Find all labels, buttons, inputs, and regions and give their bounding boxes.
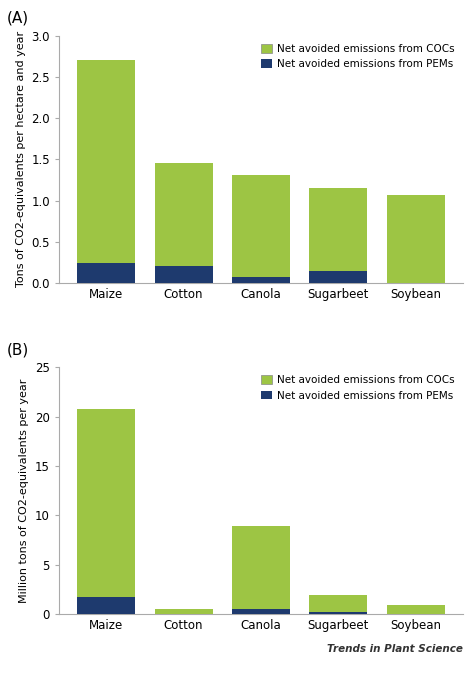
Bar xyxy=(155,265,212,283)
Text: (B): (B) xyxy=(6,342,28,357)
Bar xyxy=(232,175,290,278)
Legend: Net avoided emissions from COCs, Net avoided emissions from PEMs: Net avoided emissions from COCs, Net avo… xyxy=(258,41,458,72)
Bar xyxy=(232,278,290,283)
Text: (A): (A) xyxy=(6,11,28,26)
Text: Trends in Plant Science: Trends in Plant Science xyxy=(327,644,463,654)
Bar xyxy=(77,409,135,596)
Bar xyxy=(232,526,290,609)
Bar xyxy=(77,596,135,615)
Bar xyxy=(309,271,367,283)
Y-axis label: Million tons of CO2-equivalents per year: Million tons of CO2-equivalents per year xyxy=(19,378,29,603)
Y-axis label: Tons of CO2-equivalents per hectare and year: Tons of CO2-equivalents per hectare and … xyxy=(16,31,26,287)
Bar xyxy=(386,195,445,283)
Bar xyxy=(309,188,367,271)
Bar xyxy=(155,609,212,614)
Bar xyxy=(386,605,445,615)
Legend: Net avoided emissions from COCs, Net avoided emissions from PEMs: Net avoided emissions from COCs, Net avo… xyxy=(258,372,458,403)
Bar xyxy=(77,60,135,263)
Bar xyxy=(155,162,212,265)
Bar xyxy=(309,594,367,612)
Bar xyxy=(77,263,135,283)
Bar xyxy=(309,612,367,615)
Bar xyxy=(232,609,290,615)
